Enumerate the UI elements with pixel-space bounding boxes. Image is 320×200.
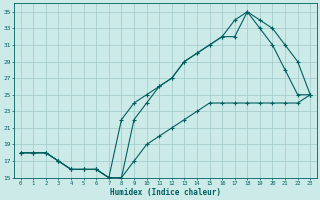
X-axis label: Humidex (Indice chaleur): Humidex (Indice chaleur) [110, 188, 221, 197]
